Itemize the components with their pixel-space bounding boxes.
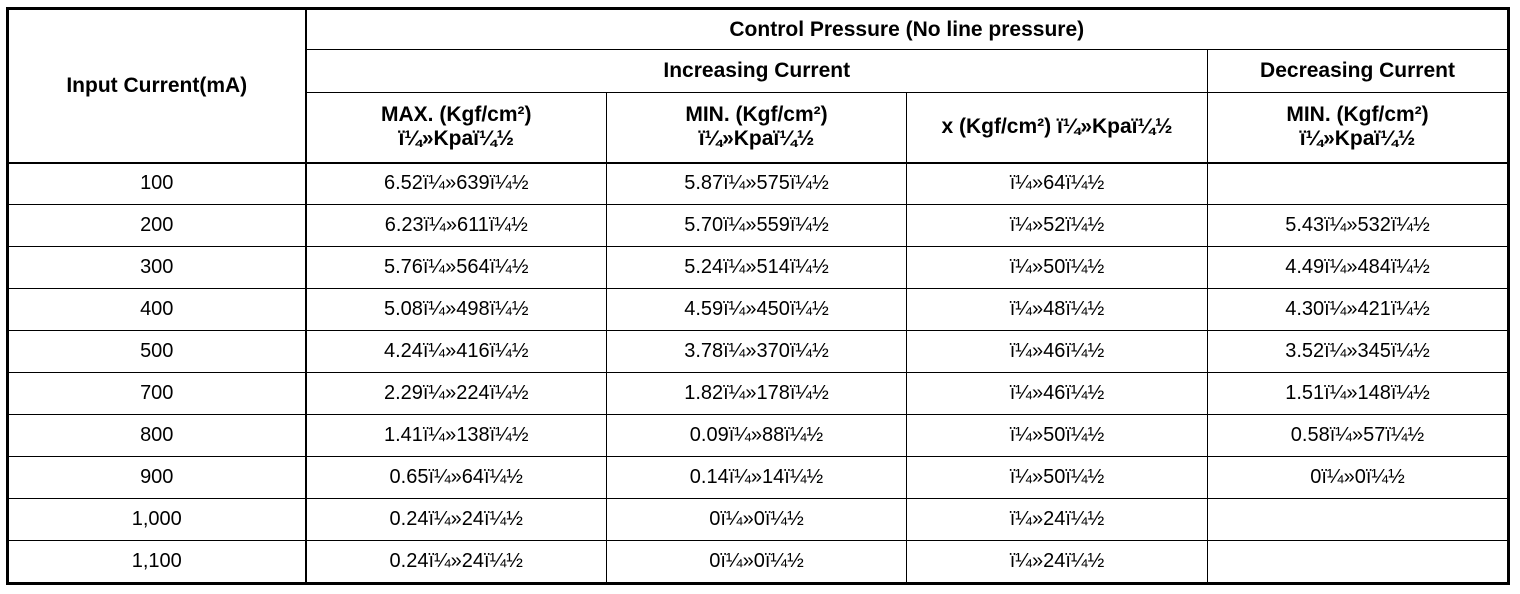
max-pressure-cell: 5.08ï¼»498ï¼½	[305, 288, 607, 331]
max-pressure-cell: 2.29ï¼»224ï¼½	[305, 372, 607, 415]
max-pressure-cell: 5.76ï¼»564ï¼½	[305, 246, 607, 289]
input-current-cell: 800	[7, 414, 307, 457]
decreasing-current-header: Decreasing Current	[1206, 49, 1510, 93]
max-pressure-cell: 0.65ï¼»64ï¼½	[305, 456, 607, 499]
max-pressure-cell: 0.24ï¼»24ï¼½	[305, 498, 607, 541]
x-header-line1: x (Kgf/cm²) ï¼»Kpaï¼½	[941, 115, 1173, 139]
table-row: 900 0.65ï¼»64ï¼½ 0.14ï¼»14ï¼½ ï¼»50ï¼½ 0…	[7, 456, 1510, 499]
x-pressure-cell: ï¼»52ï¼½	[906, 204, 1208, 247]
x-pressure-cell: ï¼»24ï¼½	[906, 498, 1208, 541]
x-pressure-cell: ï¼»46ï¼½	[906, 330, 1208, 373]
min-pressure-cell: 1.82ï¼»178ï¼½	[606, 372, 907, 415]
decreasing-min-cell: 4.49ï¼»484ï¼½	[1206, 246, 1510, 289]
min-pressure-cell: 5.87ï¼»575ï¼½	[606, 162, 907, 205]
table-row: 1,100 0.24ï¼»24ï¼½ 0ï¼»0ï¼½ ï¼»24ï¼½	[7, 540, 1510, 584]
table-row: 700 2.29ï¼»224ï¼½ 1.82ï¼»178ï¼½ ï¼»46ï¼½…	[7, 372, 1510, 415]
increasing-current-header: Increasing Current	[305, 49, 1208, 93]
decreasing-min-cell: 1.51ï¼»148ï¼½	[1206, 372, 1510, 415]
max-pressure-cell: 1.41ï¼»138ï¼½	[305, 414, 607, 457]
max-pressure-header: MAX. (Kgf/cm²) ï¼»Kpaï¼½	[305, 92, 607, 164]
input-current-header: Input Current(mA)	[7, 8, 307, 164]
decreasing-min-cell: 5.43ï¼»532ï¼½	[1206, 204, 1510, 247]
input-current-cell: 300	[7, 246, 307, 289]
table-row: 300 5.76ï¼»564ï¼½ 5.24ï¼»514ï¼½ ï¼»50ï¼½…	[7, 246, 1510, 289]
x-pressure-cell: ï¼»50ï¼½	[906, 246, 1208, 289]
table-row: 1,000 0.24ï¼»24ï¼½ 0ï¼»0ï¼½ ï¼»24ï¼½	[7, 498, 1510, 541]
x-pressure-cell: ï¼»50ï¼½	[906, 456, 1208, 499]
min-pressure-cell: 5.70ï¼»559ï¼½	[606, 204, 907, 247]
table-row: 100 6.52ï¼»639ï¼½ 5.87ï¼»575ï¼½ ï¼»64ï¼½	[7, 162, 1510, 205]
x-pressure-cell: ï¼»50ï¼½	[906, 414, 1208, 457]
min-pressure-cell: 0.14ï¼»14ï¼½	[606, 456, 907, 499]
max-header-line1: MAX. (Kgf/cm²)	[381, 103, 532, 127]
table-row: 800 1.41ï¼»138ï¼½ 0.09ï¼»88ï¼½ ï¼»50ï¼½ …	[7, 414, 1510, 457]
input-current-cell: 1,000	[7, 498, 307, 541]
x-pressure-cell: ï¼»64ï¼½	[906, 162, 1208, 205]
pressure-table-wrapper: Input Current(mA) Control Pressure (No l…	[6, 7, 1511, 585]
control-pressure-table: Input Current(mA) Control Pressure (No l…	[6, 7, 1511, 585]
decreasing-min-cell	[1206, 162, 1510, 205]
x-pressure-header: x (Kgf/cm²) ï¼»Kpaï¼½	[906, 92, 1208, 164]
x-pressure-cell: ï¼»24ï¼½	[906, 540, 1208, 584]
min-pressure-cell: 4.59ï¼»450ï¼½	[606, 288, 907, 331]
min-pressure-header: MIN. (Kgf/cm²) ï¼»Kpaï¼½	[606, 92, 907, 164]
min-pressure-cell: 0ï¼»0ï¼½	[606, 540, 907, 584]
decreasing-min-pressure-header: MIN. (Kgf/cm²) ï¼»Kpaï¼½	[1206, 92, 1510, 164]
max-pressure-cell: 4.24ï¼»416ï¼½	[305, 330, 607, 373]
decreasing-min-cell	[1206, 498, 1510, 541]
max-pressure-cell: 6.23ï¼»611ï¼½	[305, 204, 607, 247]
max-pressure-cell: 6.52ï¼»639ï¼½	[305, 162, 607, 205]
min-header-line2: ï¼»Kpaï¼½	[698, 127, 815, 151]
input-current-cell: 1,100	[7, 540, 307, 584]
table-row: 400 5.08ï¼»498ï¼½ 4.59ï¼»450ï¼½ ï¼»48ï¼½…	[7, 288, 1510, 331]
min-pressure-cell: 5.24ï¼»514ï¼½	[606, 246, 907, 289]
table-row: 500 4.24ï¼»416ï¼½ 3.78ï¼»370ï¼½ ï¼»46ï¼½…	[7, 330, 1510, 373]
min-header-line1: MIN. (Kgf/cm²)	[685, 103, 828, 127]
decreasing-min-cell: 3.52ï¼»345ï¼½	[1206, 330, 1510, 373]
input-current-cell: 700	[7, 372, 307, 415]
table-row: 200 6.23ï¼»611ï¼½ 5.70ï¼»559ï¼½ ï¼»52ï¼½…	[7, 204, 1510, 247]
input-current-cell: 100	[7, 162, 307, 205]
min-pressure-cell: 0.09ï¼»88ï¼½	[606, 414, 907, 457]
dec-min-header-line1: MIN. (Kgf/cm²)	[1286, 103, 1429, 127]
max-pressure-cell: 0.24ï¼»24ï¼½	[305, 540, 607, 584]
x-pressure-cell: ï¼»48ï¼½	[906, 288, 1208, 331]
input-current-cell: 400	[7, 288, 307, 331]
table-body: 100 6.52ï¼»639ï¼½ 5.87ï¼»575ï¼½ ï¼»64ï¼½…	[7, 162, 1510, 584]
input-current-cell: 900	[7, 456, 307, 499]
decreasing-min-cell: 0.58ï¼»57ï¼½	[1206, 414, 1510, 457]
x-pressure-cell: ï¼»46ï¼½	[906, 372, 1208, 415]
min-pressure-cell: 3.78ï¼»370ï¼½	[606, 330, 907, 373]
input-current-cell: 500	[7, 330, 307, 373]
decreasing-min-cell: 4.30ï¼»421ï¼½	[1206, 288, 1510, 331]
max-header-line2: ï¼»Kpaï¼½	[398, 127, 515, 151]
dec-min-header-line2: ï¼»Kpaï¼½	[1299, 127, 1416, 151]
decreasing-min-cell	[1206, 540, 1510, 584]
decreasing-min-cell: 0ï¼»0ï¼½	[1206, 456, 1510, 499]
min-pressure-cell: 0ï¼»0ï¼½	[606, 498, 907, 541]
control-pressure-header: Control Pressure (No line pressure)	[304, 8, 1510, 50]
input-current-cell: 200	[7, 204, 307, 247]
